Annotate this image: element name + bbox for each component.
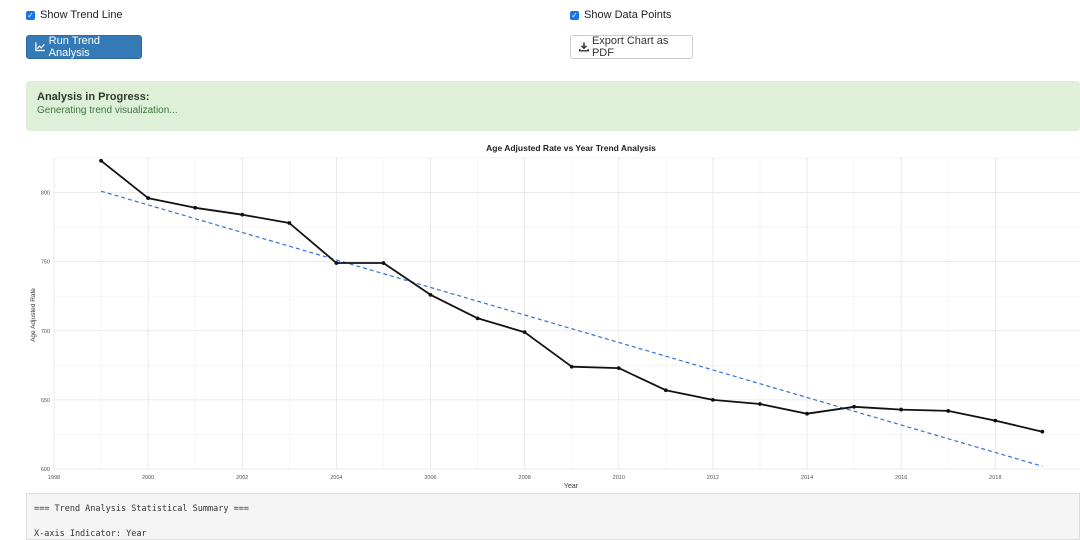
data-point	[1040, 429, 1045, 434]
data-point	[710, 397, 715, 402]
y-axis-label: Age Adjusted Rate	[30, 288, 37, 342]
run-trend-analysis-button[interactable]: Run Trend Analysis	[26, 35, 142, 59]
series-layer	[99, 158, 1045, 434]
data-point	[428, 292, 433, 297]
x-tick-label: 2000	[142, 475, 154, 481]
data-point	[334, 261, 339, 265]
data-point	[993, 418, 998, 423]
export-chart-pdf-button[interactable]: Export Chart as PDF	[570, 35, 693, 59]
show-trend-line-checkbox-row[interactable]: ✓ Show Trend Line	[26, 9, 123, 21]
data-point	[663, 388, 668, 393]
x-tick-label: 2010	[613, 475, 625, 481]
data-point	[287, 221, 292, 225]
chart-title: Age Adjusted Rate vs Year Trend Analysis	[486, 143, 656, 153]
data-point	[146, 196, 151, 200]
status-message: Generating trend visualization...	[37, 105, 178, 116]
status-title: Analysis in Progress:	[37, 91, 150, 103]
y-tick-label: 750	[41, 260, 50, 266]
x-tick-label: 2012	[707, 475, 719, 481]
data-point	[758, 402, 762, 406]
x-tick-label: 2004	[330, 475, 342, 481]
chart-minor-grid	[54, 157, 1080, 469]
data-point	[805, 411, 809, 416]
data-point	[522, 330, 527, 335]
data-point	[475, 316, 480, 321]
x-tick-label: 1998	[48, 475, 60, 481]
run-trend-analysis-label: Run Trend Analysis	[48, 35, 101, 59]
y-tick-label: 650	[41, 398, 50, 404]
show-data-points-label: Show Data Points	[584, 9, 672, 21]
x-tick-label: 2006	[424, 475, 436, 481]
show-trend-line-checkbox[interactable]: ✓	[26, 10, 35, 20]
data-point	[99, 158, 103, 163]
data-point	[569, 364, 574, 369]
data-point	[852, 404, 856, 409]
x-axis-label: Year	[564, 483, 579, 490]
y-tick-label: 800	[41, 191, 50, 197]
show-data-points-checkbox[interactable]: ✓	[570, 10, 579, 20]
data-point	[899, 407, 904, 412]
x-tick-label: 2018	[989, 475, 1001, 481]
data-point	[616, 366, 621, 370]
data-point	[946, 409, 951, 413]
summary-header: === Trend Analysis Statistical Summary =…	[34, 504, 249, 514]
chart-major-grid	[53, 158, 1080, 470]
line-chart-icon	[35, 42, 45, 52]
data-point	[240, 212, 245, 217]
x-tick-label: 2016	[895, 475, 907, 481]
trend-line-layer	[100, 190, 1043, 467]
export-chart-pdf-label: Export Chart as PDF	[591, 35, 669, 59]
x-tick-label: 2014	[801, 475, 813, 481]
trend-line	[100, 190, 1043, 467]
data-point	[193, 205, 198, 210]
trend-chart: 1998 2000 2002 2004 2006 2008 2010 2012 2014 2016…	[30, 143, 1080, 490]
data-point	[381, 261, 386, 265]
statistical-summary: === Trend Analysis Statistical Summary =…	[26, 493, 1080, 540]
show-data-points-checkbox-row[interactable]: ✓ Show Data Points	[570, 9, 671, 21]
x-tick-label: 2002	[236, 475, 248, 481]
axis-text-layer: 1998 2000 2002 2004 2006 2008 2010 2012 2014 2016…	[41, 191, 1002, 481]
download-icon	[579, 42, 589, 52]
show-trend-line-label: Show Trend Line	[40, 9, 123, 21]
summary-x-indicator: X-axis Indicator: Year	[34, 529, 147, 539]
y-tick-label: 600	[41, 467, 50, 473]
y-tick-label: 700	[41, 329, 50, 335]
status-alert: Analysis in Progress: Generating trend v…	[26, 81, 1080, 131]
x-tick-label: 2008	[519, 475, 531, 481]
